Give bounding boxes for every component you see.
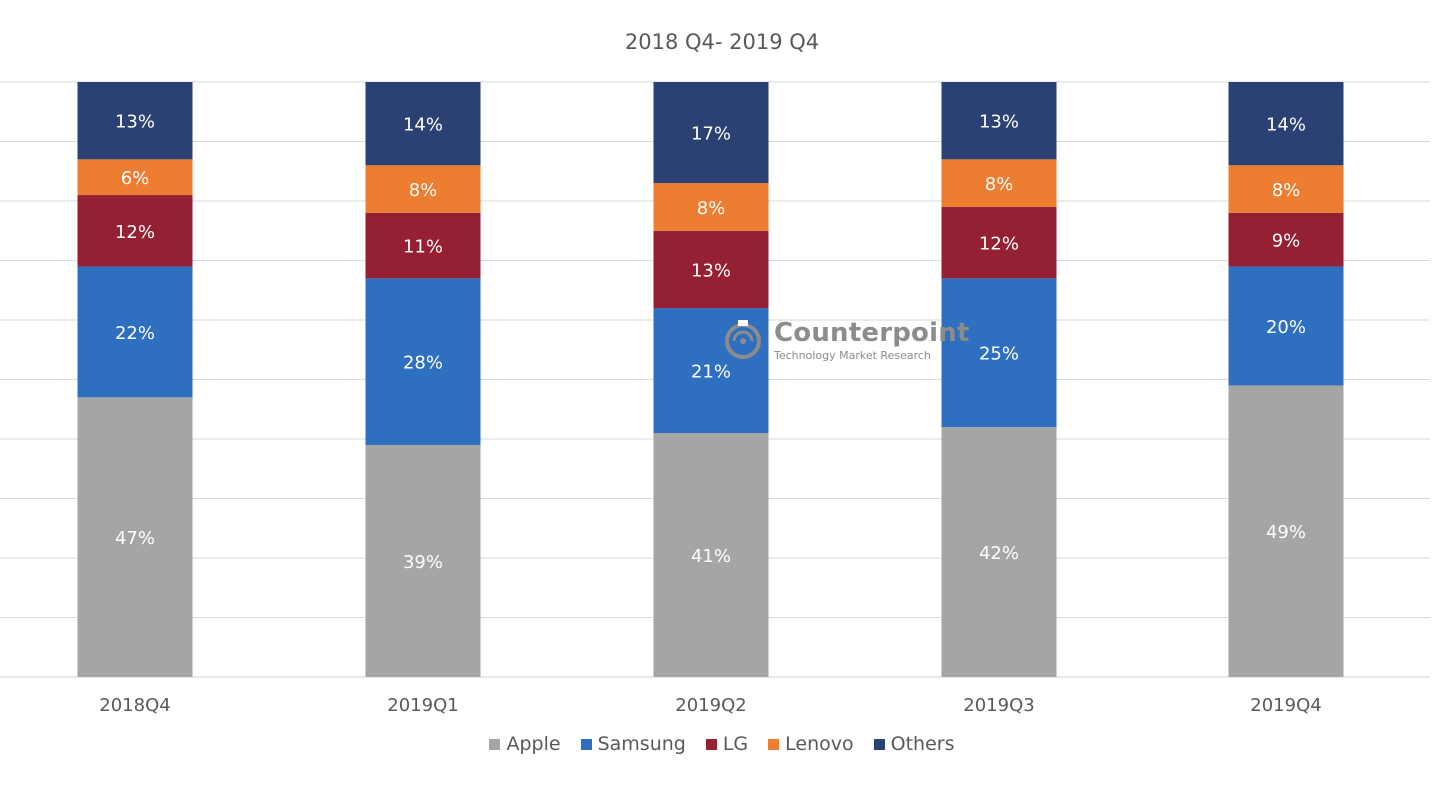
data-label-others-2019q2: 17% [691, 124, 731, 145]
x-tick-label: 2019Q1 [387, 695, 458, 716]
legend-label: Samsung [597, 733, 686, 755]
chart-title: 2018 Q4- 2019 Q4 [624, 30, 820, 54]
bar-samsung-2018q4 [77, 266, 193, 398]
bar-samsung-2019q1 [365, 278, 481, 445]
bar-others-2019q1 [365, 82, 481, 166]
data-label-others-2019q3: 13% [979, 112, 1019, 133]
bar-others-2019q4 [1228, 82, 1344, 166]
bar-lenovo-2019q3 [941, 159, 1057, 207]
bar-lenovo-2018q4 [77, 159, 193, 196]
legend-item-others: Others [873, 733, 955, 755]
data-label-lg-2019q3: 12% [979, 234, 1019, 255]
data-label-lenovo-2019q3: 8% [985, 174, 1014, 195]
data-label-apple-2019q2: 41% [691, 546, 731, 567]
x-tick-label: 2019Q3 [963, 695, 1034, 716]
counterpoint-logo-icon [725, 320, 761, 359]
legend-swatch [489, 738, 501, 750]
data-label-lenovo-2018q4: 6% [121, 168, 150, 189]
legend-item-samsung: Samsung [580, 733, 686, 755]
data-label-apple-2019q1: 39% [403, 552, 443, 573]
x-tick-label: 2018Q4 [99, 695, 170, 716]
legend-label: Lenovo [785, 733, 854, 755]
data-label-lg-2019q4: 9% [1272, 231, 1301, 252]
data-label-lg-2019q2: 13% [691, 260, 731, 281]
legend-label: LG [722, 733, 749, 755]
bar-apple-2019q2 [653, 433, 769, 677]
x-tick-label: 2019Q2 [675, 695, 746, 716]
chart-legend: Apple Samsung LG Lenovo Others [0, 733, 1444, 755]
bar-lenovo-2019q2 [653, 183, 769, 231]
bar-apple-2019q1 [365, 444, 481, 677]
bar-samsung-2019q2 [653, 308, 769, 434]
data-label-samsung-2019q3: 25% [979, 344, 1019, 365]
bar-lg-2019q3 [941, 206, 1057, 279]
data-label-apple-2019q3: 42% [979, 543, 1019, 564]
bar-lg-2018q4 [77, 195, 193, 267]
data-label-apple-2019q4: 49% [1266, 522, 1306, 543]
x-tick-label: 2019Q4 [1250, 695, 1321, 716]
watermark-tagline: Technology Market Research [774, 349, 931, 362]
data-label-lenovo-2019q1: 8% [409, 180, 438, 201]
bar-lenovo-2019q4 [1228, 165, 1344, 213]
data-label-others-2019q4: 14% [1266, 115, 1306, 136]
bar-apple-2019q3 [941, 427, 1057, 677]
legend-label: Apple [506, 733, 561, 755]
data-label-lg-2018q4: 12% [115, 222, 155, 243]
legend-swatch [873, 738, 885, 750]
bar-lg-2019q1 [365, 212, 481, 279]
data-label-lenovo-2019q4: 8% [1272, 180, 1301, 201]
legend-swatch [705, 738, 717, 750]
watermark-name: Counterpoint [774, 318, 970, 348]
legend-item-lenovo: Lenovo [768, 733, 854, 755]
bar-others-2019q2 [653, 82, 769, 184]
data-label-lenovo-2019q2: 8% [697, 198, 726, 219]
bar-lg-2019q2 [653, 230, 769, 309]
legend-item-lg: LG [705, 733, 749, 755]
legend-swatch [768, 738, 780, 750]
bar-samsung-2019q4 [1228, 266, 1344, 386]
counterpoint-watermark: Counterpoint Technology Market Research [724, 318, 969, 370]
bar-samsung-2019q3 [941, 278, 1057, 428]
bar-lenovo-2019q1 [365, 165, 481, 213]
legend-item-apple: Apple [489, 733, 561, 755]
bar-others-2018q4 [77, 82, 193, 160]
data-label-samsung-2018q4: 22% [115, 323, 155, 344]
bar-apple-2018q4 [77, 397, 193, 677]
bar-lg-2019q4 [1228, 212, 1344, 267]
data-label-lg-2019q1: 11% [403, 237, 443, 258]
data-label-apple-2018q4: 47% [115, 528, 155, 549]
legend-label: Others [890, 733, 955, 755]
data-label-samsung-2019q2: 21% [691, 362, 731, 383]
data-label-others-2019q1: 14% [403, 115, 443, 136]
data-label-samsung-2019q4: 20% [1266, 317, 1306, 338]
data-label-others-2018q4: 13% [115, 112, 155, 133]
legend-swatch [580, 738, 592, 750]
bar-apple-2019q4 [1228, 385, 1344, 677]
bar-others-2019q3 [941, 82, 1057, 160]
data-label-samsung-2019q1: 28% [403, 353, 443, 374]
